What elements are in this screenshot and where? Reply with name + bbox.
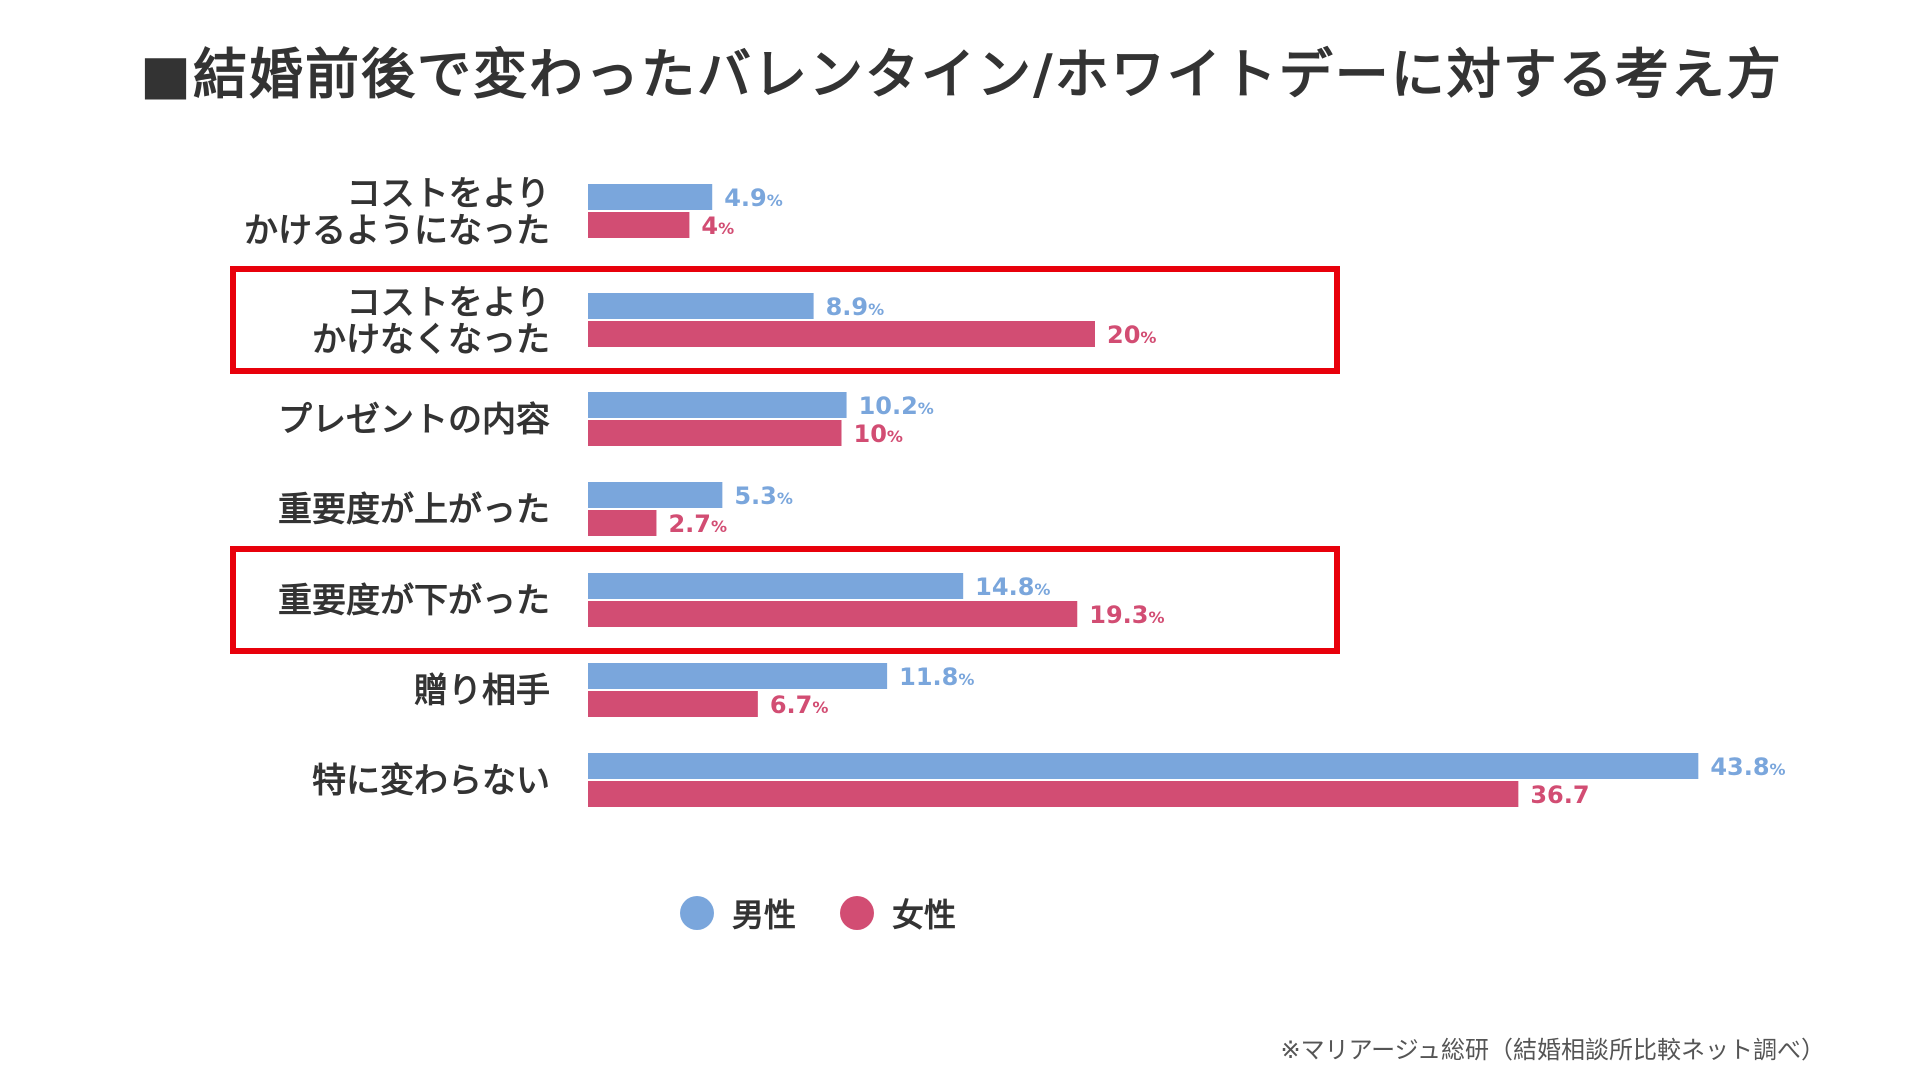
highlight-box-4	[230, 546, 1340, 654]
value-label-female-0: 4%	[701, 212, 734, 240]
category-label-0: コストをよりかけるようになった	[244, 174, 550, 251]
category-label-3: 重要度が上がった	[278, 490, 550, 530]
value-label-male-6: 43.8%	[1710, 753, 1785, 781]
value-label-male-5: 11.8%	[899, 663, 974, 691]
value-label-female-1: 20%	[1107, 321, 1156, 349]
bar-male-4	[588, 573, 964, 599]
bar-female-3	[588, 510, 657, 536]
value-label-male-1: 8.9%	[826, 293, 885, 321]
legend-item-female: 女性	[840, 890, 956, 936]
bar-female-2	[588, 420, 842, 446]
category-label-4: 重要度が下がった	[278, 581, 550, 621]
category-label-6: 特に変わらない	[312, 761, 550, 801]
bar-female-4	[588, 601, 1078, 627]
bar-male-0	[588, 184, 713, 210]
bar-female-0	[588, 212, 690, 238]
bar-male-2	[588, 392, 847, 418]
bars	[588, 184, 1699, 807]
bar-female-1	[588, 321, 1095, 347]
chart-title: ■結婚前後で変わったバレンタイン/ホワイトデーに対する考え方	[140, 43, 1783, 106]
value-label-male-2: 10.2%	[859, 392, 934, 420]
bar-male-5	[588, 663, 888, 689]
category-label-5: 贈り相手	[414, 671, 550, 711]
value-label-male-0: 4.9%	[724, 184, 783, 212]
value-label-female-3: 2.7%	[668, 510, 727, 538]
bar-male-6	[588, 753, 1699, 779]
legend-dot-female	[840, 896, 875, 930]
legend-label-male: 男性	[732, 896, 797, 934]
bar-male-3	[588, 482, 723, 508]
highlight-box-1	[230, 266, 1340, 374]
highlight-boxes	[230, 266, 1340, 654]
value-label-female-4: 19.3%	[1089, 601, 1164, 629]
category-label-2: プレゼントの内容	[278, 400, 550, 440]
legend-dot-male	[680, 896, 714, 930]
value-label-male-3: 5.3%	[734, 482, 793, 510]
bar-male-1	[588, 293, 814, 319]
legend-label-female: 女性	[892, 896, 957, 934]
value-label-female-5: 6.7%	[770, 691, 829, 719]
legend-item-male: 男性	[680, 890, 796, 936]
category-labels: コストをよりかけるようになったコストをよりかけなくなったプレゼントの内容重要度が…	[244, 174, 550, 801]
source-note: ※マリアージュ総研（結婚相談所比較ネット調べ）	[1280, 1036, 1825, 1064]
value-labels: 4.9% 8.9% 10.2% 5.3% 14.8% 11.8% 43.8% 4% 20% 10%…	[668, 184, 1785, 809]
bar-female-5	[588, 691, 758, 717]
value-label-female-6: 36.7	[1530, 781, 1589, 809]
category-label-1: コストをよりかけなくなった	[312, 283, 550, 360]
bar-female-6	[588, 781, 1519, 807]
value-label-female-2: 10%	[854, 420, 903, 448]
value-label-male-4: 14.8%	[975, 573, 1050, 601]
legend: 男性 女性	[680, 890, 956, 936]
